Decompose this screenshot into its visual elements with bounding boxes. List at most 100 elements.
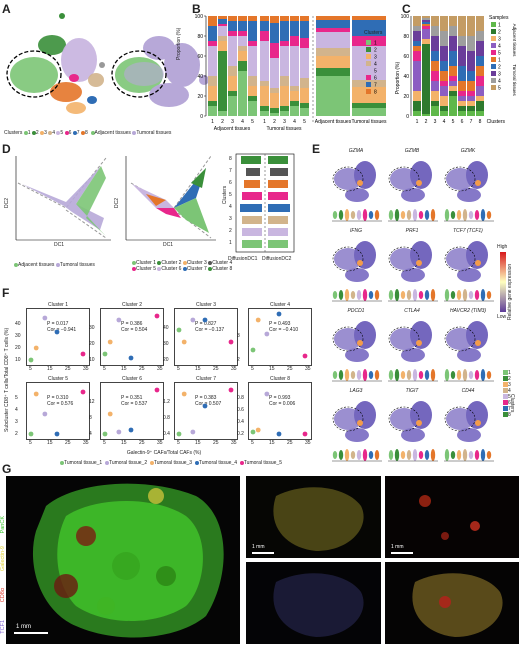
panel-a-tsne (6, 13, 209, 114)
correlation-stats: P = 0.993 Cor = 0.006 (269, 395, 295, 407)
correlation-point (42, 315, 48, 321)
e-c6: 6 (503, 400, 519, 406)
b-bar-segment (238, 61, 247, 71)
e-c4: 4 (503, 388, 519, 394)
b-bar-segment (260, 81, 269, 86)
cluster-6-label: 6 (68, 130, 72, 136)
f-ytick: 30 (15, 333, 21, 339)
correlation-point (264, 331, 270, 337)
b-bar-segment (352, 20, 386, 36)
f-xtick: 35 (83, 366, 89, 372)
b-legend-label: 8 (374, 90, 377, 96)
b-bar-segment (316, 56, 350, 68)
violin (444, 449, 450, 461)
correlation-point (228, 387, 234, 393)
f-ytick: 2 (237, 357, 240, 363)
violin (444, 369, 450, 381)
violin (456, 370, 462, 380)
b-bar-segment (300, 21, 309, 38)
tsne-tissues (111, 36, 209, 107)
b-bar-segment (260, 31, 269, 41)
violin (486, 211, 492, 219)
c-bar-segment (422, 29, 430, 39)
c-ytick: 40 (403, 74, 409, 80)
correlation-point (33, 391, 39, 397)
gene-expression-plot (388, 401, 438, 462)
violin (462, 449, 468, 461)
violin (480, 289, 486, 301)
c-legend-swatch (491, 78, 496, 83)
b-bar-segment (300, 38, 309, 48)
b-bar-segment (290, 101, 299, 106)
panel-b-legend-title: Clusters (364, 30, 383, 36)
c-bar-segment (476, 101, 484, 111)
c-bar-segment (476, 76, 484, 86)
colorbar-high: High (497, 244, 508, 250)
cluster-5-dot (56, 130, 61, 135)
f-ytick: 4 (15, 407, 18, 413)
c-bar-segment (449, 26, 457, 36)
violin (362, 449, 368, 461)
f-ytick: 2 (15, 431, 18, 437)
correlation-box: Cluster 8 P = 0.993 Cor = 0.006 0.2 0.4 0.6 0.… (237, 376, 312, 446)
violin (388, 450, 394, 460)
correlation-point (302, 353, 308, 359)
violin (356, 370, 362, 380)
e-c1: 1 (503, 370, 519, 376)
violin (430, 449, 436, 461)
gene-label: LAG3 (349, 388, 363, 394)
d-c4-dot (208, 260, 213, 265)
adjacent-dot (90, 130, 95, 135)
b-bar-segment (260, 41, 269, 81)
violin (418, 291, 424, 299)
f-ytick: 30 (89, 325, 95, 331)
c-legend-label: 5 (498, 51, 501, 57)
cluster-4-dot (48, 130, 53, 135)
f-ytick: 0.4 (237, 419, 244, 425)
violin (468, 211, 474, 219)
cluster-3-label: 3 (44, 130, 47, 136)
violin (474, 210, 480, 220)
b-xtick: 4 (241, 119, 244, 125)
b-bar-segment (238, 46, 247, 51)
f-xtick: 25 (287, 366, 293, 372)
d-c6: Cluster 6 (161, 266, 182, 272)
e-c5: 5 (503, 394, 519, 400)
p-value: P = 0.993 (269, 395, 291, 401)
panel-d-cluster-legend: Cluster 1 Cluster 2 Cluster 3 Cluster 4 … (132, 260, 322, 272)
g-sub-cd8 (385, 476, 519, 558)
violin (362, 289, 368, 301)
violin (344, 449, 350, 461)
c-bar-segment (476, 111, 484, 116)
b-bar-segment (300, 108, 309, 116)
c-bar-segment (422, 22, 430, 24)
g-sub-scalebar-2 (391, 552, 413, 554)
f-xtick: 25 (287, 440, 293, 446)
c-bar-segment (449, 86, 457, 91)
gene-expression-plot (444, 241, 494, 302)
b-bar-segment (352, 103, 386, 108)
correlation-stats: P = 0.017 Cor = −0.941 (47, 321, 76, 333)
correlation-point (102, 351, 108, 357)
violin (462, 289, 468, 301)
violin (468, 371, 474, 379)
b-bar-segment (290, 106, 299, 116)
correlation-point (102, 431, 108, 437)
cor-value: Cor = −0.941 (47, 327, 77, 333)
violin (406, 210, 412, 220)
cluster-4-label: 4 (52, 130, 56, 136)
correlation-point (264, 391, 270, 397)
b-legend-label: 3 (374, 55, 377, 61)
c-bar-segment (458, 46, 466, 66)
cluster-2-dot (31, 130, 36, 135)
c-bar-segment (422, 18, 430, 20)
cluster-7-label: 7 (76, 130, 80, 136)
b-ytick: 100 (195, 14, 204, 20)
c-legend-swatch (491, 43, 496, 48)
g-channel-cd8: CD8α (0, 588, 6, 603)
c-bar-segment (458, 101, 466, 106)
d-strip-xlabel-1: DiffusionDC1 (228, 256, 258, 262)
c-bar-segment (467, 16, 475, 36)
violin (394, 209, 400, 221)
f-ytick: 0.2 (237, 431, 244, 437)
